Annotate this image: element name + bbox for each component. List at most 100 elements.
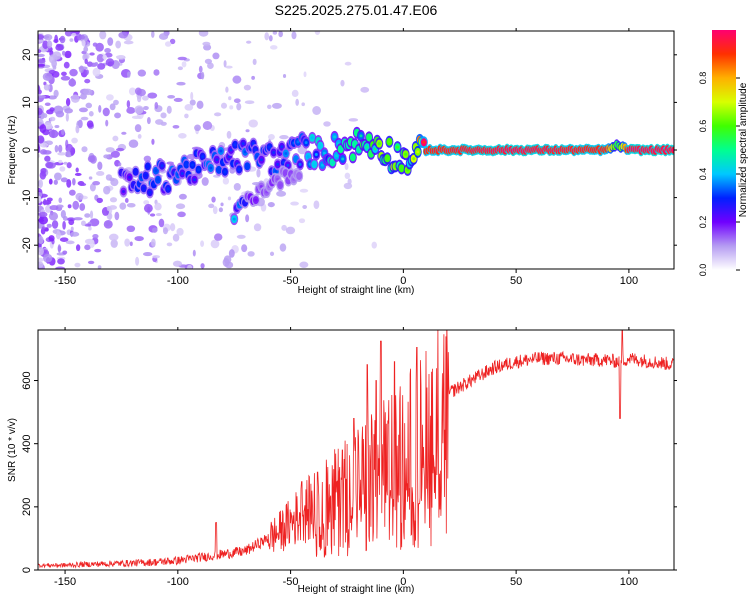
spectrogram-ridge-core bbox=[341, 157, 345, 161]
spectrogram-speckle bbox=[126, 71, 131, 78]
spectrogram-ridge-core bbox=[128, 175, 132, 179]
spectrogram-ridge-core bbox=[197, 168, 201, 172]
spectrogram-speckle bbox=[162, 227, 168, 235]
spectrogram-speckle bbox=[55, 230, 61, 240]
spectrogram-ridge-core bbox=[353, 142, 357, 146]
spectrogram-speckle bbox=[228, 96, 232, 101]
spectrogram-speckle bbox=[128, 87, 137, 96]
spectrogram-speckle bbox=[105, 94, 114, 101]
spectrogram-speckle bbox=[72, 178, 76, 186]
spectrogram-speckle bbox=[192, 249, 196, 257]
spectrogram-speckle bbox=[251, 75, 256, 80]
spectrogram-ridge-core bbox=[387, 140, 391, 144]
spectrogram-speckle bbox=[43, 198, 47, 206]
spectrogram-speckle bbox=[78, 65, 85, 74]
spectrogram-speckle bbox=[74, 172, 82, 177]
spectrogram-x-axis-label: Height of straight line (km) bbox=[298, 285, 415, 296]
spectrogram-speckle bbox=[68, 189, 76, 196]
spectrogram-speckle bbox=[66, 162, 72, 169]
spectrogram-speckle bbox=[134, 124, 142, 133]
spectrogram-ridge-core bbox=[318, 144, 322, 148]
spectrogram-speckle bbox=[95, 42, 104, 52]
spectrogram-ridge-core bbox=[237, 167, 241, 171]
spectrogram-speckle bbox=[276, 190, 287, 197]
spectrogram-speckle bbox=[110, 150, 120, 158]
spectrogram-speckle bbox=[146, 116, 151, 125]
spectrogram-speckle bbox=[137, 134, 142, 139]
spectrogram-speckle bbox=[38, 135, 45, 144]
spectrogram-ridge-core bbox=[339, 147, 343, 151]
spectrogram-speckle bbox=[38, 236, 44, 245]
snr-frame bbox=[37, 329, 675, 571]
spectrogram-speckle bbox=[220, 202, 224, 207]
spectrogram-speckle bbox=[236, 234, 246, 239]
spectrogram-speckle bbox=[65, 112, 69, 122]
spectrogram-speckle bbox=[211, 196, 216, 203]
spectrogram-speckle bbox=[269, 251, 275, 257]
spectrogram-ridge-core bbox=[416, 150, 420, 154]
colorbar-tick-label: 0.8 bbox=[698, 72, 708, 85]
spectrogram-speckle bbox=[128, 139, 139, 148]
spectrogram-speckle bbox=[371, 241, 377, 249]
spectrogram-speckle bbox=[116, 147, 125, 152]
spectrogram-speckle bbox=[38, 34, 45, 40]
spectrogram-speckle bbox=[137, 69, 146, 77]
spectrogram-speckle bbox=[313, 200, 320, 210]
spectrogram-speckle bbox=[75, 244, 81, 252]
spectrogram-speckle bbox=[154, 202, 162, 211]
spectrogram-speckle bbox=[178, 133, 187, 139]
spectrogram-speckle bbox=[71, 137, 78, 144]
spectrogram-speckle bbox=[64, 50, 72, 59]
spectrogram-speckle bbox=[124, 197, 129, 203]
spectrogram-y-tick-label: 10 bbox=[21, 96, 33, 108]
spectrogram-speckle bbox=[245, 129, 250, 133]
snr-x-tick-label: -100 bbox=[167, 576, 189, 588]
spectrogram-speckle bbox=[65, 143, 74, 153]
spectrogram-ridge-core bbox=[232, 217, 236, 221]
spectrogram-speckle bbox=[68, 219, 75, 226]
spectrogram-speckle bbox=[147, 92, 158, 99]
spectrogram-speckle bbox=[103, 185, 111, 195]
snr-series-line bbox=[38, 330, 674, 569]
spectrogram-speckle bbox=[48, 235, 55, 242]
spectrogram-ridge-core bbox=[286, 163, 290, 167]
spectrogram-speckle bbox=[74, 262, 81, 268]
spectrogram-ridge-core bbox=[320, 163, 324, 167]
spectrogram-ridge-core bbox=[298, 162, 302, 166]
spectrogram-ridge-core bbox=[229, 148, 233, 152]
spectrogram-speckle bbox=[169, 38, 176, 45]
spectrogram-speckle bbox=[42, 253, 53, 263]
spectrogram-speckle bbox=[96, 53, 105, 63]
spectrogram-speckle bbox=[164, 41, 172, 47]
spectrogram-speckle bbox=[108, 233, 119, 241]
spectrogram-speckle bbox=[94, 248, 102, 253]
spectrogram-ridge-core bbox=[272, 151, 276, 155]
spectrogram-speckle bbox=[97, 63, 106, 70]
spectrogram-ridge-core bbox=[395, 145, 399, 149]
spectrogram-speckle bbox=[80, 116, 89, 121]
spectrogram-speckle bbox=[75, 167, 79, 173]
spectrogram-ridge-core bbox=[144, 174, 148, 178]
spectrogram-speckle bbox=[60, 129, 65, 136]
spectrogram-ridge-core bbox=[412, 157, 416, 161]
spectrogram-speckle bbox=[48, 54, 56, 64]
spectrogram-speckle bbox=[285, 226, 296, 235]
spectrogram-ridge-core bbox=[121, 189, 125, 193]
spectrogram-ridge-core bbox=[331, 160, 335, 164]
spectrogram-speckle bbox=[84, 58, 88, 65]
spectrogram-speckle bbox=[48, 178, 53, 185]
spectrogram-speckle bbox=[92, 67, 101, 77]
spectrogram-speckle bbox=[62, 50, 66, 56]
spectrogram-speckle bbox=[99, 31, 107, 40]
spectrogram-speckle bbox=[200, 263, 205, 269]
spectrogram-speckle bbox=[246, 40, 252, 44]
spectrogram-speckle bbox=[126, 100, 131, 109]
spectrogram-speckle bbox=[64, 31, 73, 37]
spectrogram-speckle bbox=[98, 105, 102, 113]
spectrogram-ridge-core bbox=[294, 157, 298, 161]
spectrogram-speckle bbox=[222, 177, 230, 185]
spectrogram-speckle bbox=[114, 211, 120, 221]
spectrogram-speckle bbox=[81, 146, 88, 153]
spectrogram-speckle bbox=[106, 205, 111, 212]
spectrogram-speckle bbox=[65, 240, 75, 245]
